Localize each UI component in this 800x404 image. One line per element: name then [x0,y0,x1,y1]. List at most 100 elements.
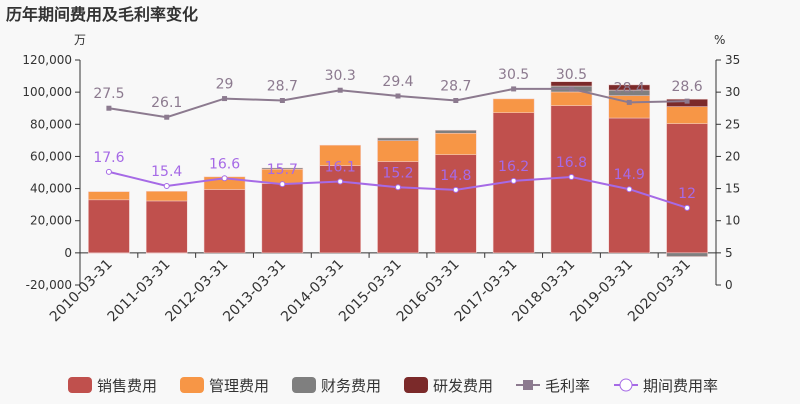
right-tick-label: 5 [725,246,733,260]
line-point [337,87,343,93]
data-label: 29 [216,77,234,93]
bar-segment [145,191,188,202]
line-point [395,184,401,191]
left-tick-label: 100,000 [22,85,72,99]
line-series [108,87,688,119]
data-label: 14.8 [440,168,471,184]
bar-segment [88,199,130,254]
data-label: 28.6 [672,79,703,95]
line-point [279,181,286,188]
bar-segment [203,189,246,254]
line-point [626,186,633,193]
bar-segment [435,133,477,155]
bar-segment [88,191,130,201]
line-point [453,98,459,103]
bar-segment [550,81,593,87]
right-tick-label: 10 [725,214,740,228]
legend-marker [619,378,633,392]
data-label: 30.5 [498,67,529,83]
line-point [106,105,112,111]
right-tick-label: 15 [725,182,740,196]
bar-segment [550,91,593,106]
legend-marker [523,380,533,390]
data-label: 15.2 [382,165,413,181]
legend-label: 销售费用 [97,377,157,395]
bar-segment [145,200,188,254]
data-label: 28.7 [267,79,298,95]
line-point [511,86,517,92]
right-unit: % [714,33,725,47]
legend-swatch [404,377,428,393]
legend-swatch [68,377,92,393]
right-tick-label: 25 [725,117,740,131]
bar-segment [377,140,419,162]
right-tick-label: 0 [725,278,733,292]
line-point [222,96,228,102]
left-tick-label: 40,000 [30,182,72,196]
line-point [163,183,170,189]
line-point [105,168,112,175]
data-label: 16.6 [209,156,240,172]
data-label: 28.7 [440,79,471,95]
legend-label: 财务费用 [321,377,381,395]
data-label: 28.4 [614,80,645,96]
bar-segment [88,252,130,254]
right-tick-label: 35 [725,53,740,67]
chart-title: 历年期间费用及毛利率变化 [6,5,198,24]
bar-segment [319,144,361,166]
data-label: 12 [678,186,696,202]
bar-segment [145,252,188,254]
data-label: 17.6 [93,150,124,166]
bar-segment [608,84,651,91]
data-label: 16.2 [498,159,529,175]
x-tick-label: 2020-03-31 [625,256,694,325]
data-label: 30.3 [325,68,356,84]
bar-segment [261,183,304,254]
bar-segment [666,106,708,124]
bar-segment [377,137,419,141]
data-label: 29.4 [382,74,413,90]
legend-label: 管理费用 [209,377,269,395]
left-tick-label: 20,000 [30,214,72,228]
line-point [684,98,690,104]
line-point [279,98,285,103]
left-tick-label: 120,000 [22,53,72,67]
data-label: 26.1 [151,95,182,111]
data-label: 16.1 [325,160,356,176]
bar-segment [492,98,535,113]
legend-swatch [180,377,204,393]
right-tick-label: 30 [725,85,740,99]
line-point [568,86,574,92]
data-label: 16.8 [556,155,587,171]
line-point [221,175,228,182]
legend-label: 毛利率 [545,377,590,395]
line-point [164,114,170,120]
legend-label: 研发费用 [433,377,493,395]
data-label: 30.5 [556,67,587,83]
legend-swatch [292,377,316,393]
data-label: 14.9 [614,167,645,183]
bar-segment [377,161,419,254]
bar-segment [666,252,708,257]
line-point [684,204,691,211]
line-point [337,178,344,185]
data-label: 15.7 [267,162,298,178]
data-label: 15.4 [151,164,182,180]
data-label: 27.5 [93,86,124,102]
bar-segment [435,129,477,134]
line-point [395,93,401,99]
left-tick-label: 0 [64,246,72,260]
line-point [510,177,517,184]
bar-segment [666,123,708,254]
line-point [626,99,632,105]
legend-label: 期间费用率 [643,377,718,395]
bar-segment [435,154,477,254]
line-point [452,186,459,193]
left-tick-label: -20,000 [26,278,72,292]
right-tick-label: 20 [725,149,740,163]
bar-segment [261,167,304,170]
line-point [568,174,575,180]
left-tick-label: 80,000 [30,117,72,131]
